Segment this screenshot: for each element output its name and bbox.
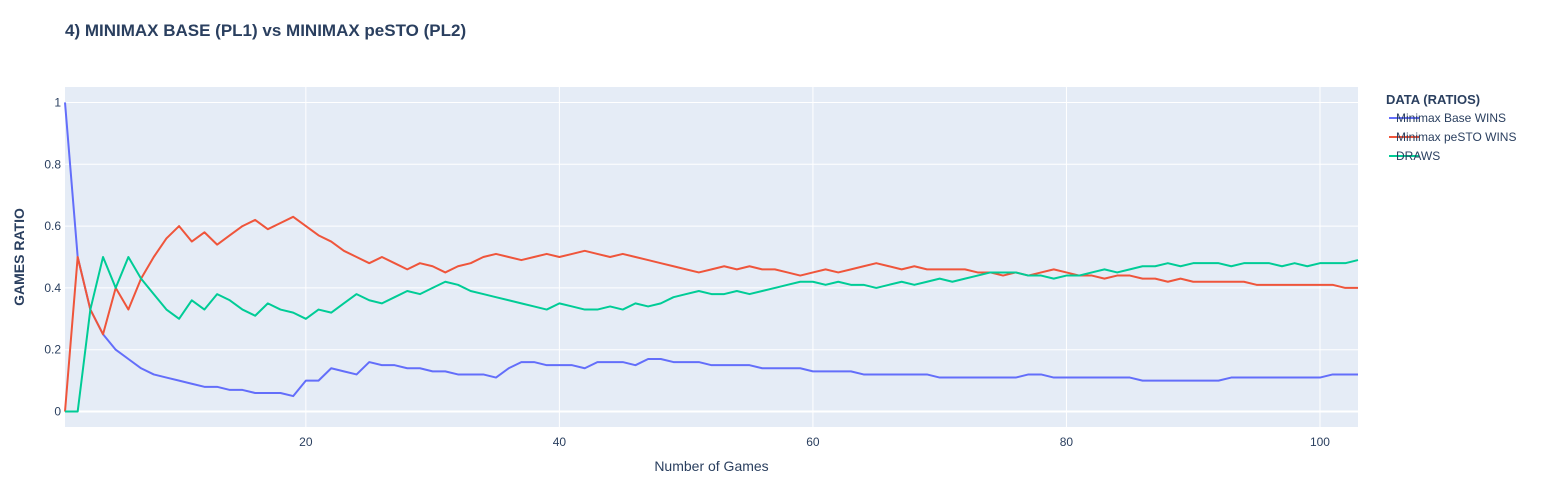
- plot-area: [65, 87, 1358, 427]
- legend-item[interactable]: Minimax peSTO WINS: [1389, 130, 1516, 144]
- series-line[interactable]: [64, 102, 1358, 398]
- series-line[interactable]: [65, 256, 1359, 413]
- legend-label: Minimax peSTO WINS: [1396, 130, 1516, 144]
- y-tick-label: 0: [54, 405, 61, 419]
- y-tick-label: 0.4: [44, 281, 61, 295]
- y-tick-label: 0.2: [44, 343, 61, 357]
- x-tick-label: 80: [1060, 435, 1074, 449]
- legend-item[interactable]: Minimax Base WINS: [1389, 111, 1506, 125]
- series-lines: [64, 102, 1359, 413]
- legend-title: DATA (RATIOS): [1386, 92, 1480, 107]
- series-line[interactable]: [64, 215, 1358, 412]
- x-tick-label: 60: [806, 435, 820, 449]
- x-tick-label: 40: [553, 435, 567, 449]
- chart-title: 4) MINIMAX BASE (PL1) vs MINIMAX peSTO (…: [65, 21, 466, 40]
- y-axis-title: GAMES RATIO: [11, 208, 27, 306]
- legend-item[interactable]: DRAWS: [1389, 149, 1440, 163]
- legend-label: Minimax Base WINS: [1396, 111, 1506, 125]
- x-axis-title: Number of Games: [654, 458, 768, 474]
- legend-label: DRAWS: [1396, 149, 1440, 163]
- y-tick-label: 0.8: [44, 157, 61, 171]
- x-tick-label: 20: [299, 435, 313, 449]
- gridlines: [65, 87, 1358, 427]
- axis-ticks: 0 0.2 0.4 0.6 0.8 1 20 40 60 80 100: [44, 95, 1330, 449]
- y-tick-label: 0.6: [44, 219, 61, 233]
- x-tick-label: 100: [1310, 435, 1330, 449]
- y-tick-label: 1: [54, 95, 61, 109]
- legend[interactable]: DATA (RATIOS) Minimax Base WINS Minimax p…: [1386, 92, 1516, 163]
